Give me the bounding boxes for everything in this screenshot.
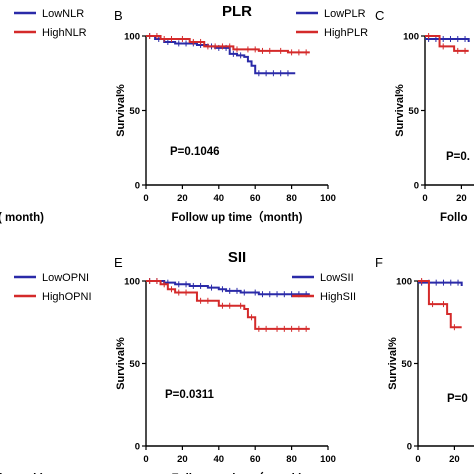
x-tick-label: 20	[177, 454, 188, 465]
legend-label: LowOPNI	[42, 272, 89, 284]
y-tick-label: 0	[135, 442, 140, 453]
chart-title: PLR	[222, 3, 252, 20]
x-tick-label: 100	[320, 454, 336, 465]
legend-label: HighOPNI	[42, 291, 92, 303]
x-tick-label: 0	[143, 454, 148, 465]
x-axis-label: ( month)	[0, 212, 44, 224]
y-tick-label: 50	[129, 106, 140, 117]
x-tick-label: 60	[250, 193, 261, 204]
series-line-low	[425, 37, 470, 42]
panel-letter: F	[375, 255, 383, 270]
x-tick-label: 20	[449, 454, 460, 465]
x-axis-label: Follow up time（month)	[172, 471, 303, 474]
x-tick-label: 60	[250, 454, 261, 465]
x-tick-label: 20	[456, 193, 467, 204]
y-axis-label: Survival%	[115, 337, 127, 390]
legend-label: HighPLR	[324, 27, 368, 39]
series-line-low	[418, 281, 463, 286]
legend-label: LowSII	[320, 272, 354, 284]
panel-e: 0 20 40 60 80 100 0 50 100 Survival% SII LowSII High…	[115, 249, 356, 474]
y-tick-label: 50	[401, 359, 412, 370]
y-axis-label: Survival%	[387, 337, 399, 390]
p-value: P=0	[447, 393, 468, 405]
legend-label: LowPLR	[324, 8, 366, 20]
series-line-high	[425, 35, 469, 52]
y-axis-label: Survival%	[115, 84, 127, 137]
x-tick-label: 40	[214, 193, 225, 204]
x-tick-label: 0	[143, 193, 148, 204]
x-tick-label: 20	[177, 193, 188, 204]
panel-letter: B	[114, 8, 123, 23]
x-axis-label: Follow up time（month)	[172, 210, 303, 224]
series-line-low	[146, 35, 296, 75]
series-line-low	[146, 280, 310, 296]
panel-f: 0 20 0 50 100 Survival% P=0	[387, 277, 474, 465]
x-tick-label: 40	[214, 454, 225, 465]
y-tick-label: 100	[403, 32, 419, 43]
panel-letter: C	[375, 8, 384, 23]
x-tick-label: 100	[320, 193, 336, 204]
chart-title: SII	[228, 249, 246, 266]
y-tick-label: 50	[408, 106, 419, 117]
x-tick-label: 80	[286, 193, 297, 204]
y-axis-label: Survival%	[394, 84, 406, 137]
p-value: P=0.1046	[170, 146, 220, 158]
legend-label: LowNLR	[42, 8, 84, 20]
y-tick-label: 50	[129, 359, 140, 370]
panel-b: 0 20 40 60 80 100 0 50 100 Survival% PLR LowPLR High…	[115, 3, 368, 224]
p-value: P=0.	[446, 151, 470, 163]
y-tick-label: 100	[124, 32, 140, 43]
legend-label: HighSII	[320, 291, 356, 303]
legend-label: HighNLR	[42, 27, 87, 39]
p-value: P=0.0311	[165, 389, 215, 401]
x-tick-label: 0	[422, 193, 427, 204]
y-tick-label: 100	[124, 277, 140, 288]
panel-letter: E	[114, 255, 123, 270]
x-tick-label: 80	[286, 454, 297, 465]
series-line-high	[146, 35, 310, 54]
series-line-high	[418, 280, 462, 329]
panel-a: LowNLR HighNLR ( month)	[0, 8, 87, 224]
x-tick-label: 0	[415, 454, 420, 465]
y-tick-label: 0	[414, 181, 419, 192]
y-tick-label: 0	[407, 442, 412, 453]
y-tick-label: 100	[396, 277, 412, 288]
y-tick-label: 0	[135, 181, 140, 192]
x-axis-label: Follo	[440, 212, 467, 224]
series-line-high	[146, 280, 310, 330]
panel-c: 0 20 0 50 100 Survival% P=0. Follo	[394, 32, 474, 224]
